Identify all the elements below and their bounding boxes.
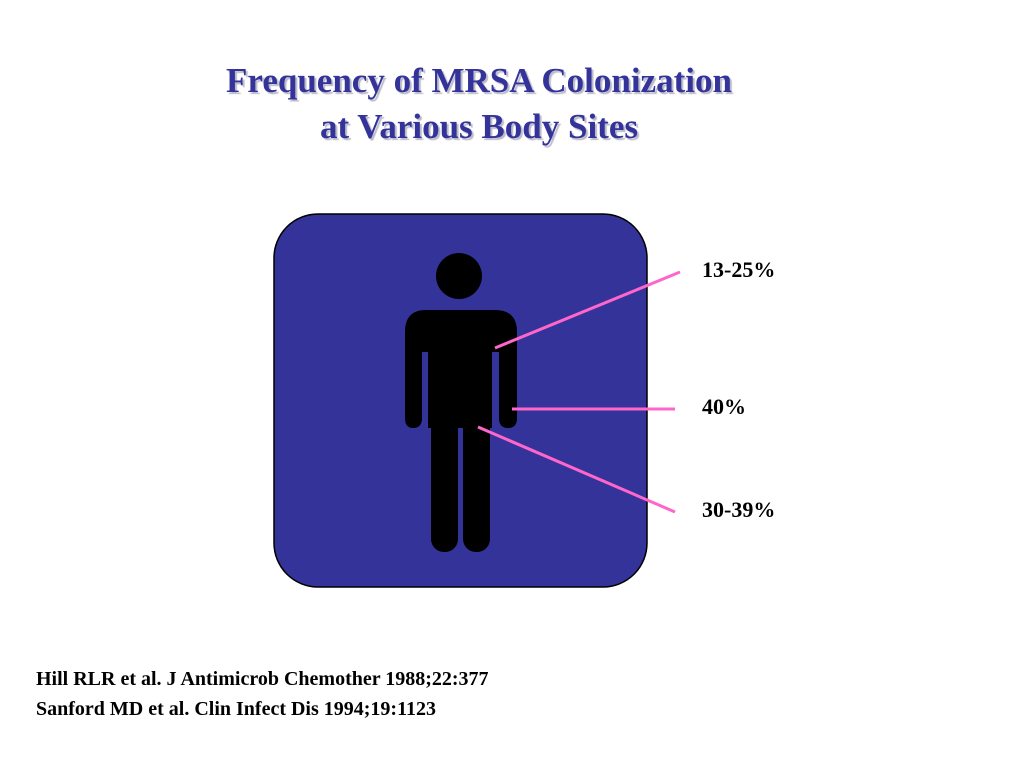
title-line-2: at Various Body Sites	[320, 107, 638, 146]
reference-2: Sanford MD et al. Clin Infect Dis 1994;1…	[36, 698, 436, 720]
leader-line-3	[477, 425, 676, 514]
title-line-1: Frequency of MRSA Colonization	[226, 61, 732, 100]
references: Hill RLR et al. J Antimicrob Chemother 1…	[36, 664, 489, 724]
reference-1: Hill RLR et al. J Antimicrob Chemother 1…	[36, 668, 489, 690]
person-head	[436, 253, 482, 299]
person-left-leg	[431, 415, 458, 552]
person-right-leg	[463, 415, 490, 552]
site-label-2: 40%	[702, 394, 746, 419]
person-torso	[405, 310, 517, 428]
leader-line-1	[494, 270, 681, 350]
site-label-1: 13-25%	[702, 257, 776, 282]
site-label-3: 30-39%	[702, 497, 776, 522]
person-icon	[405, 253, 517, 552]
slide-title: Frequency of MRSA Colonization at Variou…	[0, 58, 958, 150]
